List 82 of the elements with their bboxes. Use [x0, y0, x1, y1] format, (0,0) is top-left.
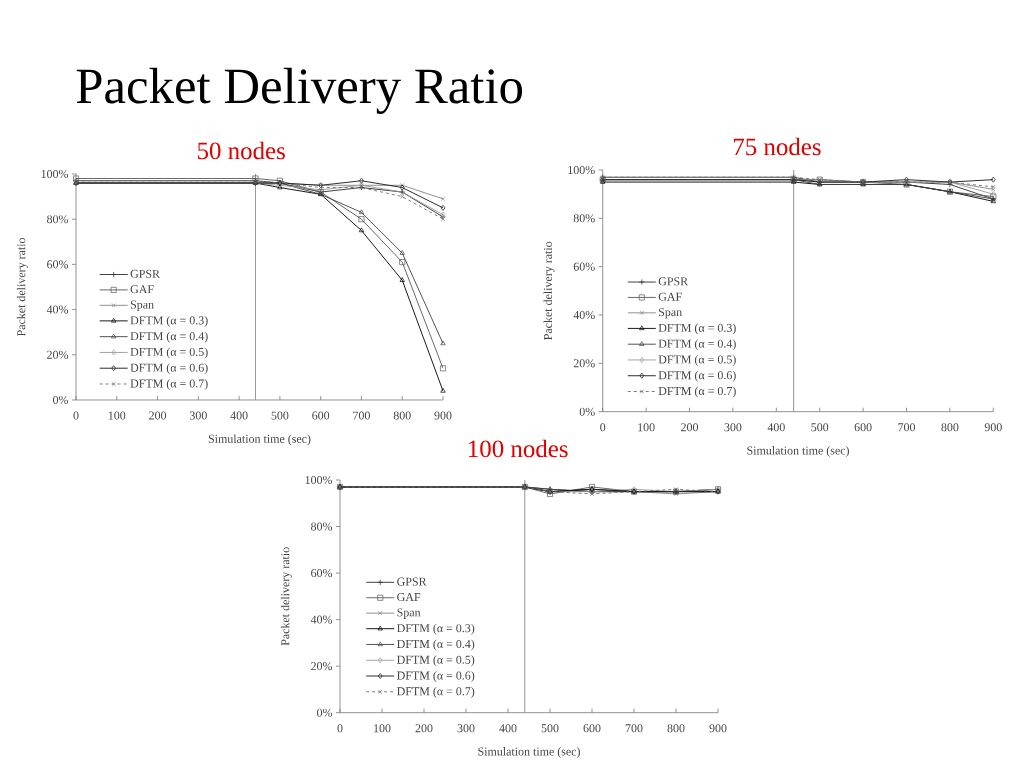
- x-tick-label: 100: [374, 724, 391, 733]
- x-tick-label: 400: [230, 411, 248, 420]
- legend-label: GAF: [130, 285, 154, 294]
- x-tick-label: 600: [854, 423, 872, 432]
- x-tick-label: 100: [108, 411, 126, 420]
- x-tick-label: 500: [541, 724, 559, 733]
- y-tick-label: 80%: [311, 522, 333, 531]
- legend-label: GPSR: [130, 269, 160, 278]
- legend-label: DFTM (α = 0.4): [397, 639, 475, 651]
- legend-label: GPSR: [658, 277, 689, 286]
- legend-label: DFTM (α = 0.3): [397, 623, 475, 635]
- y-tick-label: 80%: [47, 215, 69, 224]
- x-tick-label: 500: [811, 423, 829, 432]
- y-tick-label: 40%: [310, 615, 333, 624]
- x-tick-label: 300: [189, 411, 207, 420]
- y-tick-label: 0%: [579, 407, 595, 416]
- y-tick-label: 80%: [573, 214, 595, 223]
- x-tick-label: 200: [149, 411, 167, 420]
- y-tick-label: 20%: [47, 350, 69, 359]
- legend-label: DFTM (α = 0.6): [130, 363, 208, 375]
- x-tick-label: 900: [984, 423, 1002, 432]
- y-tick-label: 60%: [311, 569, 333, 578]
- legend-label: DFTM (α = 0.5): [658, 355, 736, 366]
- x-axis-title: Simulation time (sec): [208, 434, 311, 446]
- x-tick-label: 800: [393, 411, 411, 420]
- text: Packet Delivery Ratio: [76, 67, 523, 114]
- legend-label: DFTM (α = 0.7): [130, 379, 208, 390]
- x-tick-label: 700: [353, 411, 370, 420]
- legend-label: DFTM (α = 0.7): [397, 686, 475, 698]
- x-tick-label: 100: [638, 423, 655, 432]
- y-tick-label: 20%: [573, 359, 595, 368]
- legend-label: Span: [659, 308, 682, 319]
- y-axis-title: Packet delivery ratio: [16, 237, 28, 337]
- x-tick-label: 500: [271, 411, 289, 420]
- x-axis-title: Simulation time (sec): [478, 747, 580, 758]
- legend-label: Span: [130, 300, 154, 312]
- y-tick-label: 100%: [41, 169, 69, 179]
- x-tick-label: 700: [625, 724, 643, 733]
- y-tick-label: 100%: [305, 475, 333, 485]
- x-tick-label: 300: [724, 423, 742, 432]
- legend-label: DFTM (α = 0.5): [130, 347, 208, 359]
- x-tick-label: 200: [681, 423, 699, 432]
- y-tick-label: 0%: [53, 395, 69, 405]
- y-tick-label: 40%: [573, 310, 595, 320]
- x-tick-label: 600: [312, 411, 330, 420]
- legend-label: GAF: [397, 593, 421, 602]
- x-tick-label: 300: [457, 724, 475, 733]
- legend-label: DFTM (α = 0.7): [658, 386, 736, 398]
- legend-label: DFTM (α = 0.5): [397, 655, 475, 667]
- legend-label: DFTM (α = 0.6): [658, 370, 736, 382]
- x-tick-label: 900: [434, 411, 452, 420]
- y-tick-label: 60%: [573, 262, 595, 271]
- y-tick-label: 0%: [317, 708, 333, 717]
- y-tick-label: 20%: [311, 662, 333, 671]
- y-tick-label: 100%: [568, 165, 595, 175]
- legend-label: DFTM (α = 0.3): [658, 323, 736, 335]
- x-tick-label: 400: [499, 724, 517, 733]
- y-tick-label: 40%: [46, 305, 69, 314]
- x-tick-label: 800: [941, 423, 959, 432]
- legend-label: GPSR: [397, 577, 427, 586]
- x-tick-label: 0: [73, 411, 79, 420]
- x-tick-label: 0: [337, 724, 343, 733]
- x-tick-label: 0: [600, 423, 606, 432]
- legend-label: DFTM (α = 0.4): [130, 331, 208, 343]
- x-tick-label: 800: [667, 724, 685, 733]
- x-tick-label: 600: [583, 724, 601, 733]
- y-tick-label: 60%: [47, 260, 69, 269]
- y-axis-title: Packet delivery ratio: [280, 547, 292, 646]
- legend-label: DFTM (α = 0.4): [658, 339, 736, 351]
- x-tick-label: 900: [709, 724, 727, 733]
- x-tick-label: 700: [898, 423, 916, 432]
- legend-label: Span: [397, 608, 421, 619]
- legend-label: GAF: [658, 292, 682, 301]
- y-axis-title: Packet delivery ratio: [543, 241, 555, 340]
- chart-title: 50 nodes: [197, 141, 285, 160]
- chart-title: 75 nodes: [733, 137, 821, 156]
- legend-label: DFTM (α = 0.3): [130, 315, 208, 327]
- chart-title: 100 nodes: [469, 439, 568, 458]
- legend-label: DFTM (α = 0.6): [397, 671, 475, 682]
- x-tick-label: 400: [767, 423, 785, 432]
- x-axis-title: Simulation time (sec): [747, 446, 849, 457]
- x-tick-label: 200: [415, 724, 433, 733]
